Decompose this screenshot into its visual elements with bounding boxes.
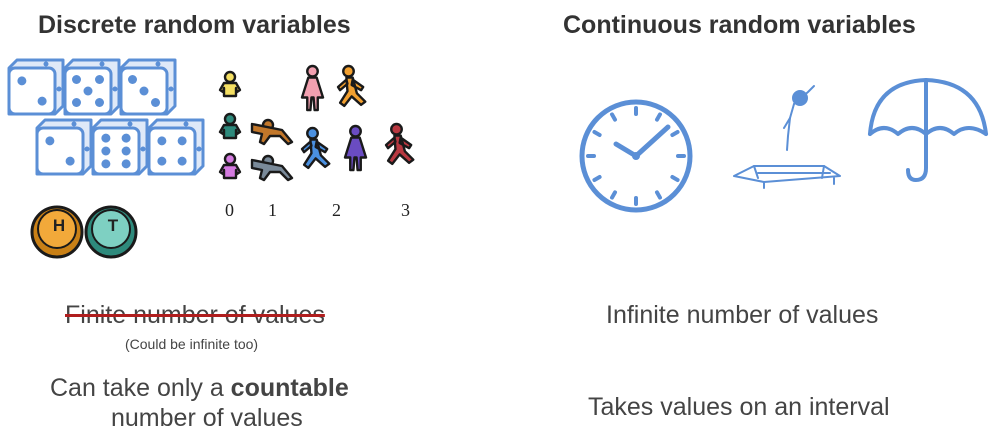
coin-icon	[30, 205, 84, 259]
diver-trampoline-icon	[733, 85, 841, 189]
infinite-values-text: Infinite number of values	[606, 301, 879, 329]
count-1: 1	[268, 200, 277, 220]
dice-icon	[147, 118, 205, 176]
count-0: 0	[225, 200, 234, 220]
toddler-icon	[250, 154, 294, 182]
baby-icon	[218, 152, 242, 180]
dice-icon	[7, 58, 65, 116]
person-icon	[300, 126, 331, 170]
person-icon	[343, 124, 368, 172]
umbrella-icon	[868, 78, 988, 182]
person-icon	[384, 122, 415, 166]
person-icon	[336, 64, 367, 108]
person-icon	[300, 64, 325, 112]
dice-icon	[63, 58, 121, 116]
coin-heads-label: H	[52, 216, 66, 235]
finite-values-text: Finite number of values	[65, 301, 325, 329]
discrete-title: Discrete random variables	[38, 11, 351, 39]
countable-bold: countable	[230, 374, 349, 402]
coins-group	[30, 205, 138, 259]
baby-icon	[218, 70, 242, 98]
interval-text: Takes values on an interval	[588, 393, 890, 421]
clock-icon	[579, 99, 693, 213]
coin-icon	[84, 205, 138, 259]
people-group	[218, 64, 415, 182]
baby-icon	[218, 112, 242, 140]
toddler-icon	[250, 118, 294, 146]
countable-pre: Can take only a	[50, 374, 231, 402]
dice-group	[7, 58, 205, 176]
dice-icon	[91, 118, 149, 176]
count-2: 2	[332, 200, 341, 220]
continuous-title: Continuous random variables	[563, 11, 916, 39]
count-3: 3	[401, 200, 410, 220]
finite-note: (Could be infinite too)	[125, 336, 259, 352]
countable-line-1: Can take only a countable	[50, 374, 349, 403]
dice-icon	[119, 58, 177, 116]
countable-line-2: number of values	[111, 404, 303, 432]
dice-icon	[35, 118, 93, 176]
coin-tails-label: T	[107, 216, 119, 235]
